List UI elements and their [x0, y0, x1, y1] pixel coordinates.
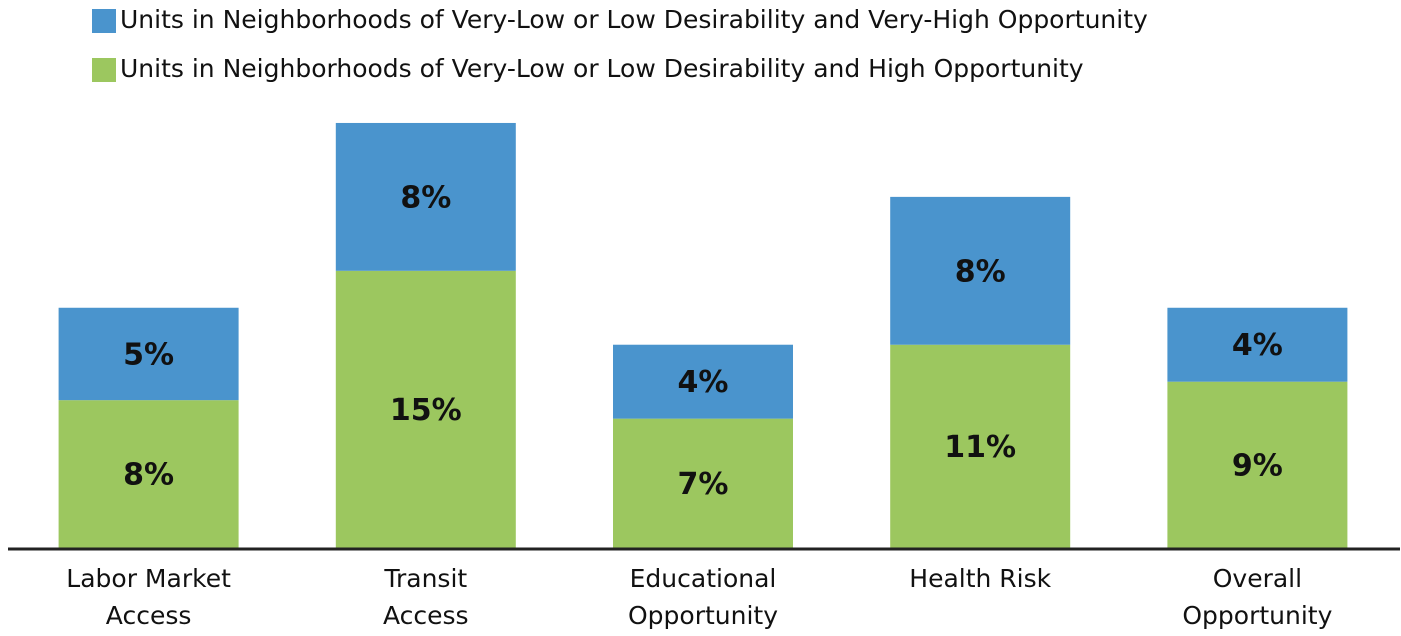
bar-segment: [1167, 307, 1348, 382]
x-tick-label: Labor Market: [66, 564, 231, 593]
x-tick-label: Opportunity: [628, 601, 778, 630]
data-label: 5%: [123, 337, 174, 372]
x-tick-label: Opportunity: [1182, 601, 1332, 630]
bar-segment: [1167, 381, 1348, 548]
x-tick-label: Health Risk: [909, 564, 1051, 593]
data-label: 8%: [955, 254, 1006, 289]
legend-label: Units in Neighborhoods of Very-Low or Lo…: [120, 5, 1148, 34]
bar-segment: [335, 270, 516, 548]
data-label: 4%: [1232, 328, 1283, 363]
data-label: 9%: [1232, 448, 1283, 483]
data-label: 11%: [944, 430, 1016, 465]
legend-label: Units in Neighborhoods of Very-Low or Lo…: [120, 54, 1084, 83]
legend-swatch: [92, 9, 116, 33]
bar-segment: [613, 344, 793, 419]
bar-segment: [335, 122, 516, 271]
data-label: 8%: [400, 180, 451, 215]
x-tick-label: Transit: [383, 564, 467, 593]
x-tick-label: Access: [383, 601, 469, 630]
bar-segment: [58, 400, 239, 548]
data-label: 4%: [678, 365, 729, 400]
x-tick-label: Overall: [1213, 564, 1302, 593]
data-label: 7%: [678, 467, 729, 502]
bar-segment: [890, 196, 1071, 345]
bar-segment: [613, 418, 793, 548]
bar-segment: [890, 344, 1071, 548]
bar-segment: [58, 307, 239, 401]
data-label: 15%: [390, 393, 462, 428]
x-tick-label: Access: [106, 601, 192, 630]
legend-swatch: [92, 58, 116, 82]
data-label: 8%: [123, 458, 174, 493]
x-tick-label: Educational: [630, 564, 777, 593]
